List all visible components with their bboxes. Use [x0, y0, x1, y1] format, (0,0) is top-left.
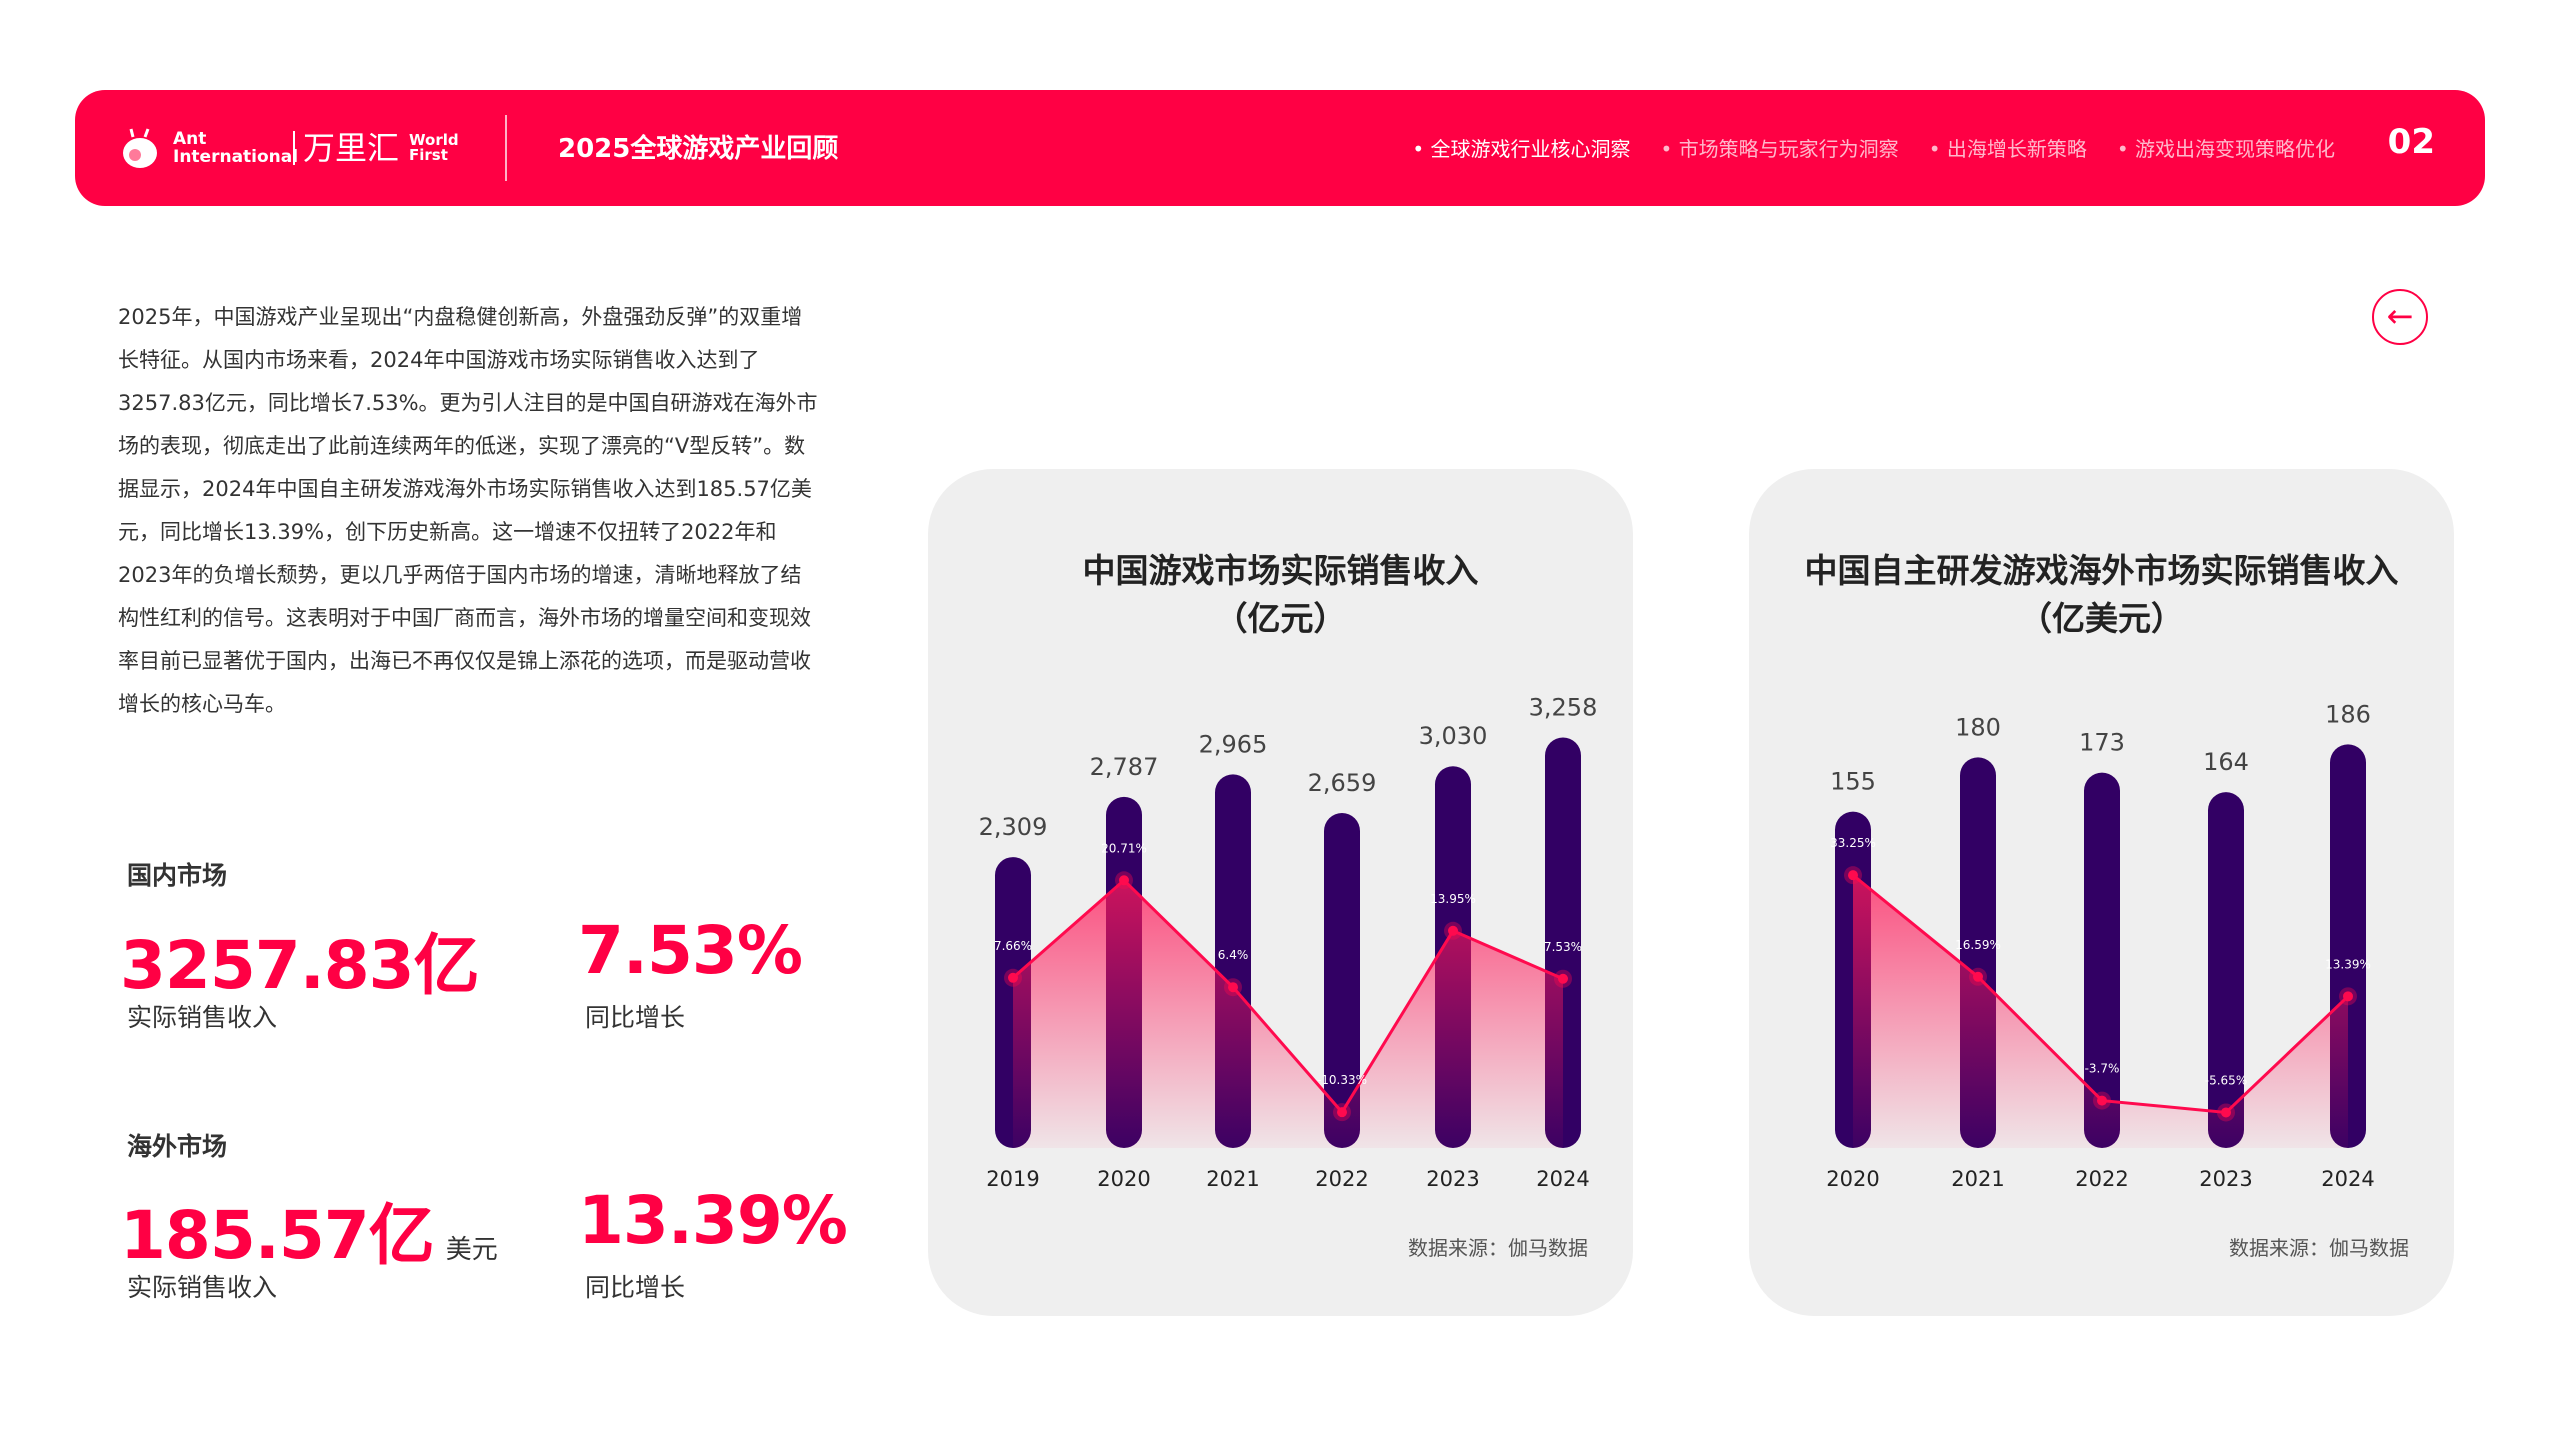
overseas-growth-label: 同比增长 — [585, 1273, 686, 1302]
chart-title-line1: 中国游戏市场实际销售收入 — [1082, 551, 1479, 590]
nav-item-core-insights[interactable]: 全球游戏行业核心洞察 — [1412, 133, 1631, 162]
logo-cn-text: 万里汇 — [293, 131, 399, 165]
chart-title-line1: 中国自主研发游戏海外市场实际销售收入 — [1804, 551, 2399, 590]
overseas-revenue: 185.57亿 — [120, 1197, 435, 1274]
overseas-growth: 13.39% — [578, 1182, 848, 1259]
nav-item-growth-strategy[interactable]: 出海增长新策略 — [1929, 133, 2087, 162]
nav-item-market-strategy[interactable]: 市场策略与玩家行为洞察 — [1661, 133, 1899, 162]
domestic-growth-label: 同比增长 — [585, 1003, 686, 1032]
arrow-left-icon: ← — [2386, 297, 2414, 335]
overseas-unit: 美元 — [445, 1235, 498, 1265]
nav-item-monetization[interactable]: 游戏出海变现策略优化 — [2117, 133, 2335, 162]
overseas-revenue-row: 185.57亿 美元 — [120, 1182, 498, 1278]
overseas-label: 海外市场 — [127, 1132, 228, 1161]
chart-title-line2: （亿元） — [1214, 599, 1347, 638]
overseas-revenue-label: 实际销售收入 — [127, 1273, 278, 1302]
header-bar: Ant International 万里汇 World First 2025全球… — [75, 90, 2485, 206]
domestic-label: 国内市场 — [127, 861, 228, 890]
domestic-growth: 7.53% — [578, 912, 803, 989]
logo-ant-text: Ant International — [173, 129, 299, 167]
chart-source: 数据来源：伽马数据 — [1408, 1236, 1588, 1260]
ant-logo-icon — [123, 128, 157, 168]
overseas-chart-card: 中国自主研发游戏海外市场实际销售收入 （亿美元） 数据来源：伽马数据 — [1749, 469, 2454, 1316]
page-number: 02 — [2387, 122, 2435, 162]
logo: Ant International 万里汇 World First — [117, 118, 459, 178]
domestic-revenue-label: 实际销售收入 — [127, 1003, 278, 1032]
header-divider — [505, 115, 507, 181]
header-title: 2025全球游戏产业回顾 — [558, 134, 839, 164]
domestic-chart-card: 中国游戏市场实际销售收入 （亿元） 数据来源：伽马数据 — [928, 469, 1633, 1316]
chart-source: 数据来源：伽马数据 — [2229, 1236, 2409, 1260]
chart-title: 中国游戏市场实际销售收入 （亿元） — [928, 547, 1633, 643]
logo-wf-text: World First — [409, 131, 459, 164]
back-button[interactable]: ← — [2372, 289, 2428, 345]
chart-title: 中国自主研发游戏海外市场实际销售收入 （亿美元） — [1749, 547, 2454, 643]
chart-title-line2: （亿美元） — [2019, 599, 2184, 638]
summary-paragraph: 2025年，中国游戏产业呈现出“内盘稳健创新高，外盘强劲反弹”的双重增长特征。从… — [118, 305, 818, 716]
section-nav: 全球游戏行业核心洞察 市场策略与玩家行为洞察 出海增长新策略 游戏出海变现策略优… — [1412, 133, 2335, 162]
domestic-revenue: 3257.83亿 — [120, 927, 480, 1004]
